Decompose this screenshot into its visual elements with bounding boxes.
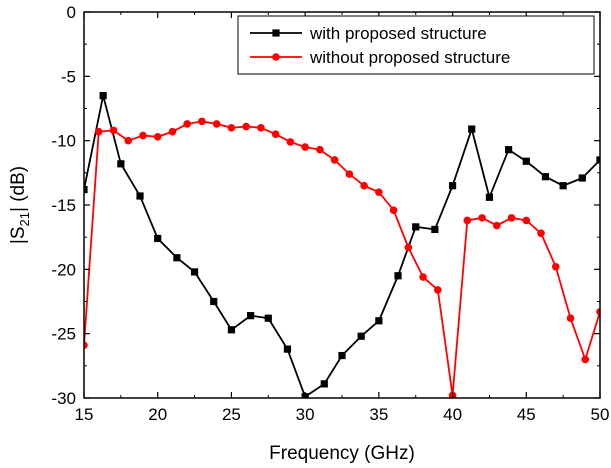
x-tick-label: 35 (369, 405, 388, 424)
x-tick-label: 50 (591, 405, 610, 424)
data-point (468, 125, 476, 133)
legend-label: without proposed structure (309, 48, 510, 67)
legend: with proposed structure without proposed … (237, 15, 595, 75)
legend-box (237, 15, 595, 75)
data-point (124, 136, 133, 145)
data-point (316, 145, 324, 154)
tick-labels: 15 20 25 30 35 40 45 50 0 -5 -10 -15 -20 -25 -30 (51, 3, 609, 424)
data-point (183, 120, 191, 128)
x-tick-label: 15 (75, 405, 94, 424)
data-point (283, 345, 292, 353)
data-point (596, 156, 600, 164)
y-axis-title-sub: 21 (17, 212, 32, 226)
data-point (551, 262, 560, 271)
legend-swatch-marker (272, 53, 280, 61)
data-point (375, 188, 383, 196)
data-point (412, 223, 420, 231)
series-with-structure (84, 92, 600, 398)
data-point (168, 127, 177, 136)
data-point (394, 272, 402, 280)
data-point (190, 268, 199, 276)
data-point (431, 225, 439, 234)
data-point (139, 131, 147, 140)
data-point (198, 117, 206, 126)
y-tick-label: 0 (67, 3, 76, 22)
data-point (596, 307, 600, 316)
data-point (522, 216, 531, 225)
data-point (541, 173, 550, 181)
data-point (99, 92, 107, 100)
data-point (360, 181, 368, 190)
legend-label: with proposed structure (309, 24, 487, 43)
x-tick-label: 20 (148, 405, 167, 424)
data-point (264, 314, 272, 322)
data-point (94, 127, 103, 136)
legend-swatch-marker (272, 29, 280, 37)
y-tick-label: -15 (51, 196, 76, 215)
x-tick-label: 25 (222, 405, 241, 424)
data-point (537, 229, 545, 238)
x-tick-label: 45 (517, 405, 536, 424)
y-tick-label: -5 (61, 67, 76, 86)
data-point (136, 192, 144, 200)
x-axis-title: Frequency (GHz) (269, 443, 415, 464)
series-layer (84, 92, 600, 398)
data-point (559, 182, 567, 190)
data-point (434, 286, 442, 294)
data-point (448, 182, 457, 190)
data-point (404, 243, 413, 252)
data-point (320, 380, 328, 388)
data-point (301, 143, 309, 151)
data-point (419, 273, 427, 281)
data-point (375, 317, 383, 325)
data-point (578, 174, 586, 182)
data-point (478, 214, 486, 222)
data-point (338, 351, 346, 360)
data-point (493, 221, 501, 230)
data-point (109, 126, 118, 135)
data-point (357, 332, 365, 340)
data-point (507, 214, 516, 222)
y-axis-title-post: | (dB) (8, 166, 29, 212)
y-axis-title: |S21| (dB) (8, 166, 32, 244)
data-point (84, 185, 88, 194)
y-axis-title-pre: |S (8, 226, 29, 244)
data-point (154, 234, 162, 243)
y-tick-label: -30 (51, 389, 76, 408)
y-tick-label: -25 (51, 325, 76, 344)
data-point (271, 130, 280, 139)
data-point (566, 314, 575, 323)
data-point (210, 297, 218, 306)
data-point (117, 160, 125, 168)
tick-marks (83, 11, 601, 399)
data-point (257, 124, 265, 132)
plot-area (84, 12, 600, 398)
data-point (286, 138, 295, 146)
data-point (463, 216, 472, 225)
data-point (330, 156, 339, 164)
data-point (173, 254, 181, 262)
y-tick-label: -20 (51, 260, 76, 279)
x-tick-label: 30 (296, 405, 315, 424)
plot-background (84, 12, 600, 398)
data-point (212, 120, 221, 128)
series-without-structure (84, 117, 600, 398)
y-tick-label: -10 (51, 132, 76, 151)
data-point (485, 193, 494, 201)
data-point (389, 206, 398, 214)
data-point (581, 355, 590, 364)
data-point (227, 326, 236, 334)
data-point (153, 133, 162, 141)
legend-item: with proposed structure (250, 24, 487, 43)
data-point (345, 170, 354, 178)
x-tick-label: 40 (443, 405, 462, 424)
data-point (84, 341, 88, 350)
data-point (227, 124, 236, 132)
data-point (504, 146, 513, 154)
legend-item: without proposed structure (250, 48, 510, 67)
data-point (522, 157, 530, 165)
data-point (242, 122, 250, 131)
data-point (246, 312, 255, 320)
